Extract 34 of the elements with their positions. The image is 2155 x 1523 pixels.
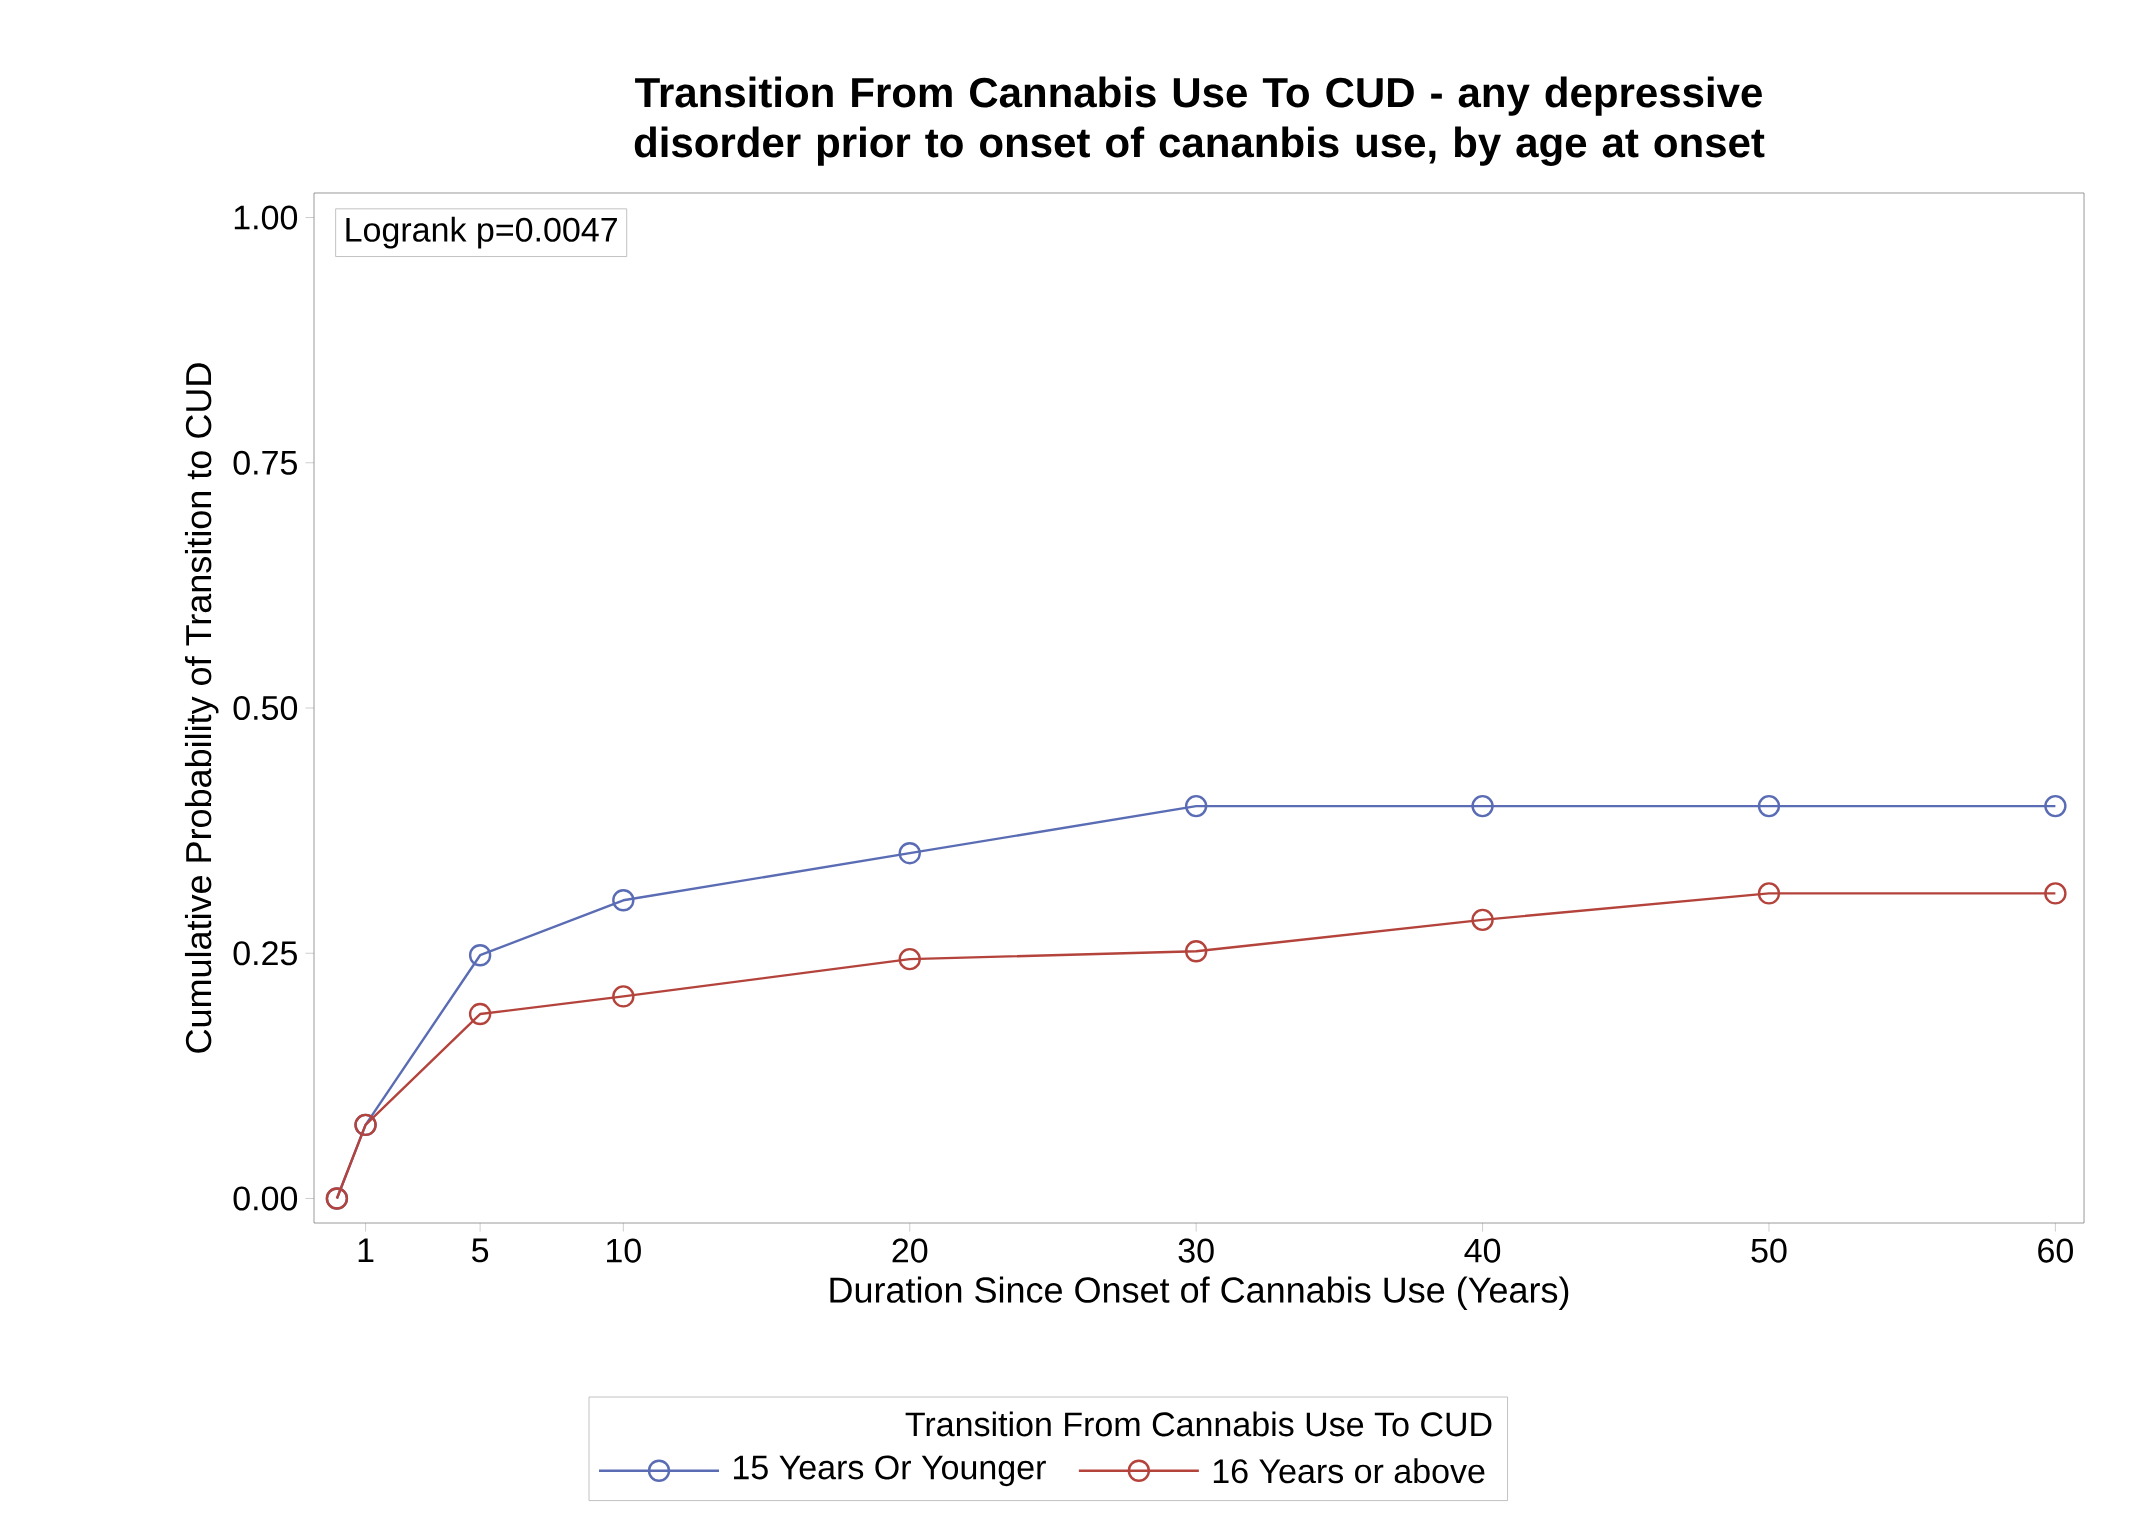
y-tick-label: 0.25 (233, 941, 297, 966)
point (1757, 794, 1781, 818)
point (468, 944, 492, 967)
x-tick-label: 20 (892, 1238, 928, 1263)
x-tick-label: 30 (1178, 1238, 1214, 1263)
point (1471, 908, 1494, 932)
point (2044, 794, 2067, 818)
y-tick-label: 0.75 (233, 450, 297, 475)
legend-label: 15 Years Or Younger (734, 1455, 1046, 1487)
point (1184, 794, 1208, 818)
point (1471, 794, 1494, 818)
point (1184, 940, 1208, 963)
point (898, 841, 921, 865)
x-tick-label: 50 (1751, 1238, 1787, 1263)
point (612, 889, 635, 912)
chart-title: Transition From Cannabis Use To CUD - any depressive disorder prior to onset of cananbis use, by age at onset (634, 76, 1765, 166)
point (612, 985, 635, 1008)
y-axis-title: Cumulative Probability of Transition to CUD (184, 363, 219, 1053)
point (468, 1002, 492, 1026)
x-tick-label: 10 (607, 1238, 641, 1263)
y-tick-label: 0.50 (233, 695, 298, 721)
annotation: Logrank p=0.0047 (346, 216, 617, 249)
x-tick-label: 40 (1464, 1238, 1501, 1263)
legend-title: Transition From Cannabis Use To CUD (905, 1411, 1492, 1437)
point (2044, 882, 2067, 905)
x-tick-label: 5 (472, 1238, 489, 1263)
point (898, 947, 921, 971)
point (1757, 882, 1781, 905)
x-tick-label: 1 (358, 1238, 374, 1262)
x-axis-title: Duration Since Onset of Cannabis Use (Years) (830, 1276, 1569, 1310)
y-tick-label: 1.00 (234, 205, 298, 230)
legend-label: 16 Years or above (1213, 1458, 1485, 1484)
y-tick-label: 0.00 (233, 1186, 298, 1211)
x-tick-label: 60 (2038, 1238, 2073, 1263)
